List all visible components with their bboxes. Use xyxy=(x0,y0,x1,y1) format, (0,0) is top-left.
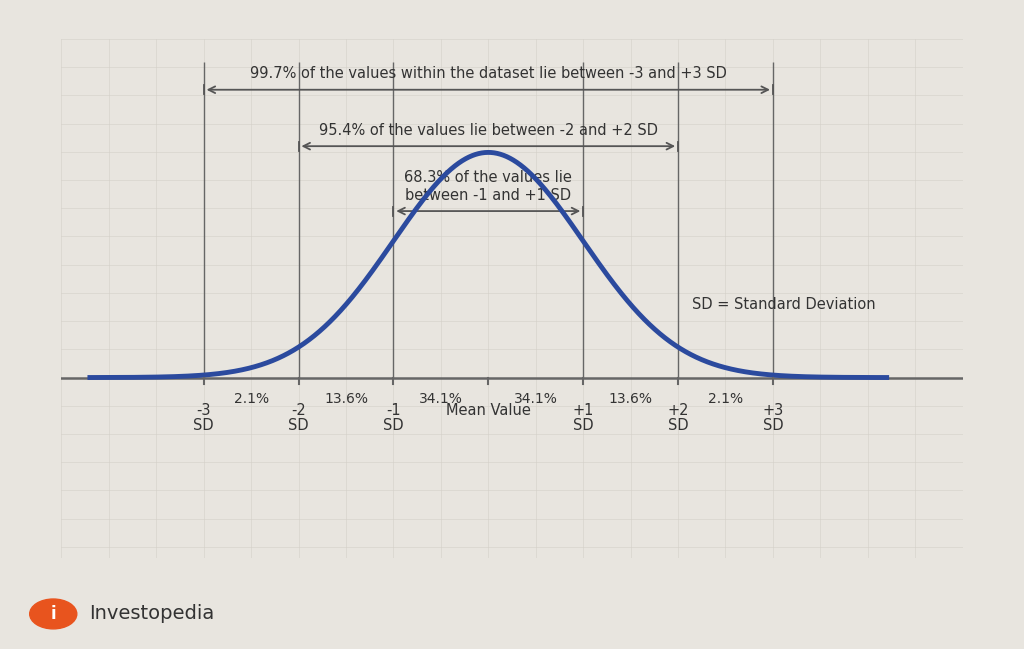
Text: -1: -1 xyxy=(386,403,400,418)
Text: SD: SD xyxy=(289,418,309,433)
Text: 34.1%: 34.1% xyxy=(419,391,463,406)
Text: SD: SD xyxy=(572,418,594,433)
Text: +3: +3 xyxy=(762,403,783,418)
Text: SD: SD xyxy=(194,418,214,433)
Text: 34.1%: 34.1% xyxy=(514,391,558,406)
Text: 13.6%: 13.6% xyxy=(608,391,652,406)
Circle shape xyxy=(30,599,77,629)
Text: SD = Standard Deviation: SD = Standard Deviation xyxy=(692,297,876,312)
Text: -2: -2 xyxy=(291,403,306,418)
Text: 68.3% of the values lie
between -1 and +1 SD: 68.3% of the values lie between -1 and +… xyxy=(404,170,572,202)
Text: i: i xyxy=(50,605,56,623)
Text: +1: +1 xyxy=(572,403,594,418)
Text: SD: SD xyxy=(668,418,688,433)
Text: Mean Value: Mean Value xyxy=(445,403,530,418)
Text: Investopedia: Investopedia xyxy=(89,604,214,624)
Text: 2.1%: 2.1% xyxy=(708,391,743,406)
Text: 2.1%: 2.1% xyxy=(233,391,268,406)
Text: 13.6%: 13.6% xyxy=(324,391,368,406)
Text: SD: SD xyxy=(383,418,403,433)
Text: SD: SD xyxy=(763,418,783,433)
Text: 95.4% of the values lie between -2 and +2 SD: 95.4% of the values lie between -2 and +… xyxy=(318,123,657,138)
Text: -3: -3 xyxy=(197,403,211,418)
Text: +2: +2 xyxy=(668,403,689,418)
Text: 99.7% of the values within the dataset lie between -3 and +3 SD: 99.7% of the values within the dataset l… xyxy=(250,66,727,81)
